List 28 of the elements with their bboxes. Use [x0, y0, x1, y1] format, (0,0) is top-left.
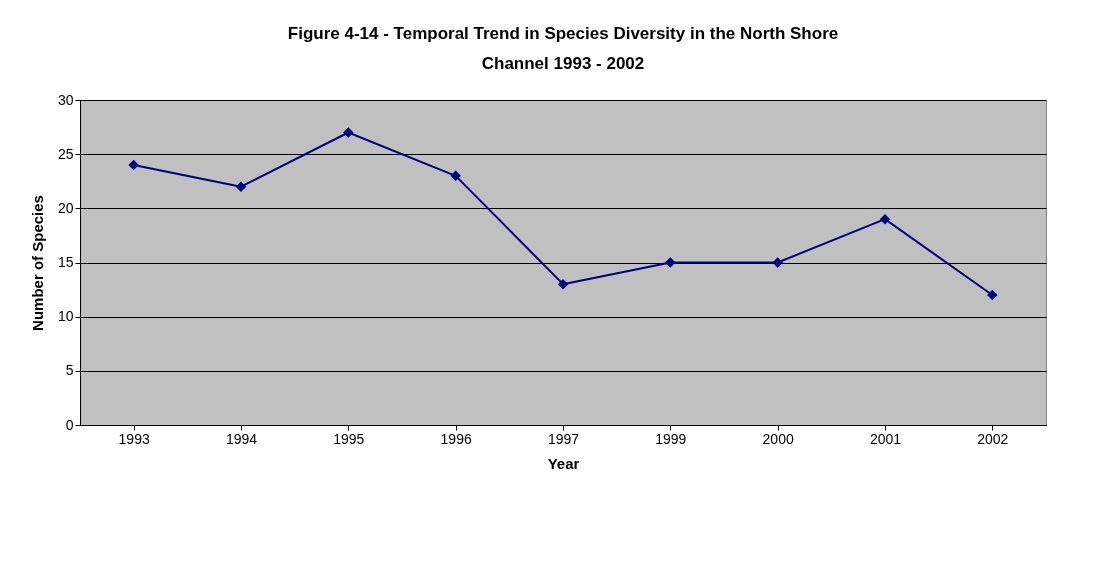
point [879, 213, 891, 225]
x-tick-label: 1999 [655, 430, 687, 447]
y-tick-label: 5 [65, 362, 74, 379]
y-tick-label: 15 [57, 254, 74, 270]
point [343, 127, 354, 138]
point [557, 278, 569, 290]
point [987, 289, 998, 301]
point [772, 257, 783, 268]
y-tick-label: 30 [57, 91, 74, 108]
chart-title: Figure 4-14 - Temporal Trend in Species Diversity in the North Shore Channel 1993 - 2002 [287, 24, 839, 73]
x-axis-title: Year [547, 454, 580, 472]
point [235, 181, 247, 192]
point [450, 170, 461, 182]
y-tick-label: 20 [57, 199, 74, 216]
x-tick-label: 2001 [869, 430, 902, 447]
y-tick-label: 0 [65, 416, 74, 433]
x-tick-label: 1995 [333, 430, 365, 447]
point [665, 257, 676, 268]
y-tick-label: 25 [57, 145, 74, 162]
x-tick-label: 2000 [762, 430, 794, 447]
point [128, 159, 139, 171]
x-tick-label: 1997 [547, 430, 580, 447]
x-tick-label: 1994 [225, 430, 258, 447]
y-tick-label: 10 [57, 308, 74, 325]
x-tick-label: 1993 [118, 430, 150, 447]
x-tick-label: 2002 [977, 430, 1009, 447]
x-tick-label: 1996 [440, 430, 472, 447]
y-axis-title: Number of Species [28, 195, 46, 331]
